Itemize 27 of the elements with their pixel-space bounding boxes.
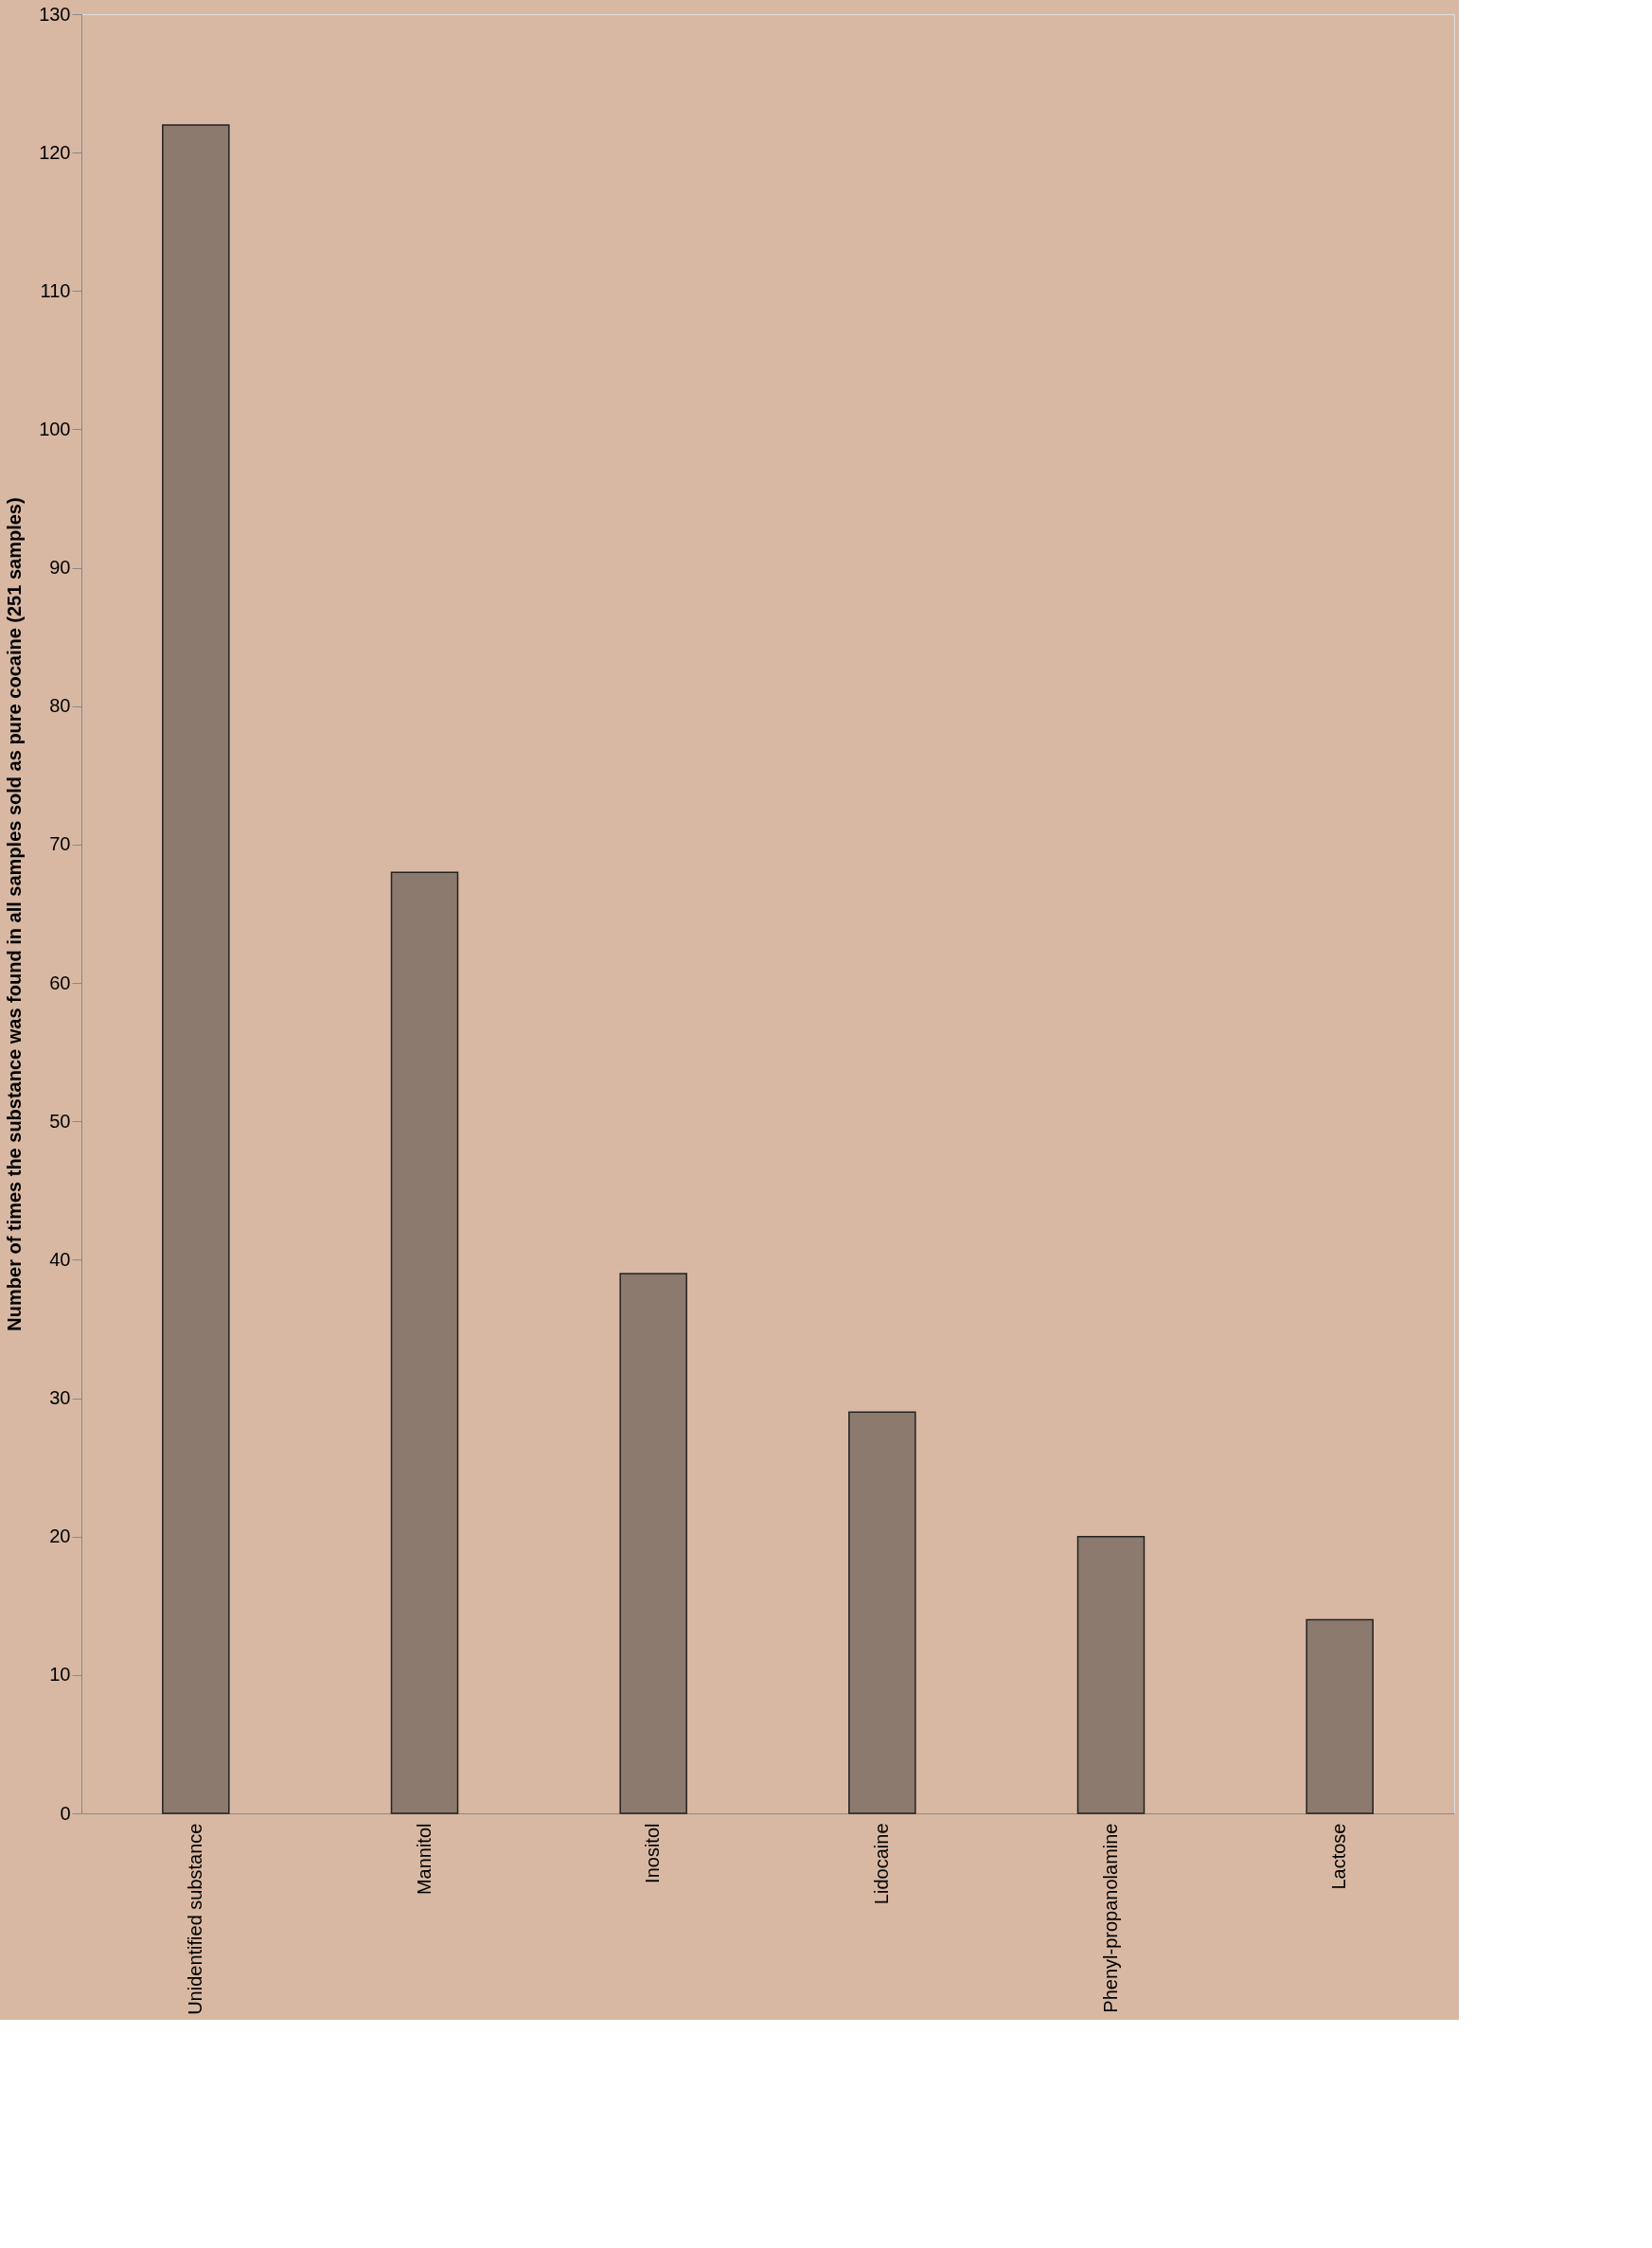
bar <box>162 124 230 1814</box>
y-tick-label: 40 <box>49 1248 71 1270</box>
y-tick-label: 60 <box>49 972 71 993</box>
y-axis-title: Number of times the substance was found in all samples sold as pure cocaine (251 samples) <box>4 497 26 1331</box>
y-tick-label: 90 <box>49 557 71 579</box>
y-tick-label: 80 <box>49 695 71 717</box>
y-tick-label: 70 <box>49 833 71 855</box>
y-tick-label: 10 <box>49 1664 71 1686</box>
y-tick-label: 50 <box>49 1110 71 1132</box>
bar <box>1306 1618 1374 1814</box>
bar <box>390 871 459 1814</box>
x-tick-label: Phenyl-propanolamine <box>1099 1823 1121 2013</box>
y-tick-label: 120 <box>39 141 71 163</box>
y-tick-label: 0 <box>60 1802 71 1824</box>
x-tick-label: Lactose <box>1328 1823 1350 1890</box>
x-tick-label: Lidocaine <box>870 1823 892 1905</box>
y-tick-label: 30 <box>49 1387 71 1409</box>
y-tick-label: 110 <box>40 279 71 301</box>
x-tick-label: Mannitol <box>413 1823 435 1896</box>
bar <box>619 1273 687 1814</box>
bar <box>848 1411 916 1814</box>
bar <box>1076 1535 1146 1814</box>
x-tick-label: Inositol <box>642 1823 664 1883</box>
y-tick-label: 100 <box>39 418 71 439</box>
x-tick-label: Unidentified substance <box>184 1823 205 2015</box>
y-tick-label: 130 <box>39 3 71 25</box>
y-tick-label: 20 <box>49 1525 71 1547</box>
